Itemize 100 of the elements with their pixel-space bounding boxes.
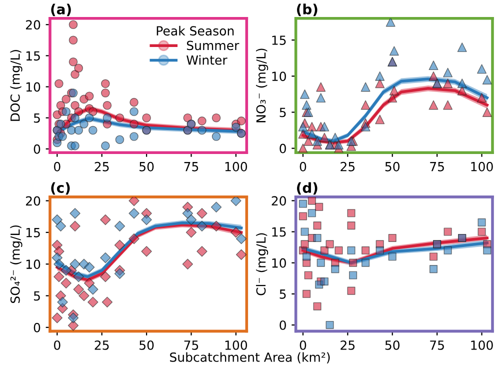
point — [54, 258, 64, 270]
point — [128, 233, 140, 244]
point — [428, 100, 438, 110]
x-tick-label: 0 — [300, 340, 306, 350]
point — [55, 220, 66, 232]
point — [70, 258, 80, 270]
point — [326, 320, 334, 330]
x-tick-label: 25 — [340, 162, 355, 172]
point — [330, 132, 340, 142]
point — [232, 122, 240, 132]
point — [307, 122, 317, 132]
point — [308, 209, 316, 218]
point — [84, 278, 95, 288]
point — [326, 240, 334, 248]
point — [347, 246, 356, 254]
point — [483, 246, 492, 254]
chart-title: (b) — [297, 4, 318, 16]
point — [386, 18, 396, 27]
y-tick-label: 20 — [272, 196, 286, 206]
chart-title: (a) — [51, 4, 71, 16]
point — [457, 86, 467, 96]
point — [300, 228, 309, 236]
point — [389, 46, 399, 56]
x-tick-label: 25 — [94, 340, 109, 350]
point — [334, 246, 343, 254]
point — [360, 122, 370, 132]
point — [70, 70, 80, 79]
point — [84, 262, 95, 273]
point — [210, 202, 222, 212]
point — [362, 258, 370, 267]
point — [300, 240, 309, 248]
point — [316, 93, 326, 103]
point — [100, 271, 111, 282]
point — [141, 214, 152, 226]
point — [128, 196, 140, 206]
x-tick-label: 100 — [225, 340, 248, 350]
y-tick-label: 0 — [280, 320, 286, 330]
point — [457, 78, 467, 88]
point — [302, 290, 311, 298]
point — [114, 268, 126, 279]
y-tick-label: 5 — [34, 291, 40, 301]
point — [349, 271, 358, 280]
point — [196, 220, 208, 232]
point — [302, 100, 312, 110]
point — [478, 228, 486, 236]
point — [78, 290, 90, 302]
point — [320, 132, 330, 142]
point — [375, 71, 385, 81]
y-tick-label: 15 — [26, 228, 40, 238]
x-tick-label: 75 — [184, 162, 198, 172]
point — [52, 312, 63, 324]
point — [70, 141, 80, 150]
point — [444, 228, 452, 236]
point — [183, 113, 192, 122]
point — [477, 64, 487, 74]
point — [236, 249, 247, 260]
x-tick-label: 50 — [140, 340, 154, 350]
point — [444, 246, 452, 254]
point — [300, 89, 310, 99]
point — [102, 296, 113, 308]
point — [304, 271, 312, 280]
point — [198, 126, 206, 135]
point — [347, 286, 356, 295]
point — [88, 284, 98, 295]
x-tick-label: 100 — [471, 162, 493, 172]
point — [349, 258, 358, 267]
point — [142, 113, 151, 122]
point — [88, 296, 98, 308]
point — [73, 271, 84, 282]
point — [130, 107, 138, 116]
y-tick-label: 5 — [280, 290, 286, 299]
point — [67, 126, 76, 135]
point — [362, 246, 370, 254]
point — [198, 116, 206, 126]
point — [347, 209, 356, 218]
point — [429, 265, 438, 274]
x-tick-label: 75 — [430, 340, 444, 350]
point — [130, 120, 138, 128]
point — [196, 246, 208, 257]
x-tick-label: 100 — [225, 162, 248, 172]
y-axis-title: SO₄²⁻ (mg/L) — [10, 225, 22, 303]
point — [114, 240, 126, 250]
point — [102, 101, 112, 110]
point — [334, 140, 344, 150]
point — [313, 302, 322, 310]
y-tick-label: 10 — [26, 260, 40, 269]
point — [482, 107, 492, 117]
y-tick-label: 10 — [272, 72, 286, 82]
point — [210, 220, 222, 232]
point — [128, 208, 140, 219]
point — [54, 271, 64, 282]
point — [443, 78, 453, 88]
point — [141, 246, 152, 257]
point — [52, 214, 63, 226]
point — [68, 58, 78, 66]
point — [196, 208, 208, 219]
point — [62, 94, 70, 104]
x-tick-label: 0 — [54, 340, 60, 350]
point — [320, 277, 328, 286]
point — [388, 93, 398, 103]
